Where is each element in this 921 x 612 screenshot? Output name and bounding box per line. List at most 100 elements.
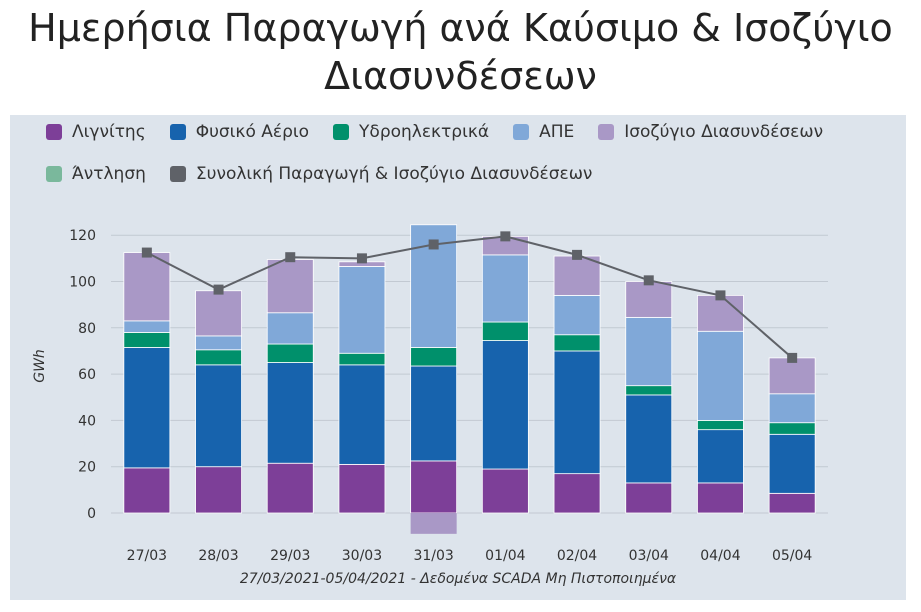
bar-4-05/04 [768, 357, 816, 395]
legend-swatch-res [513, 124, 530, 140]
total-point-28/03 [213, 284, 224, 295]
total-point-02/04 [572, 249, 583, 260]
legend-item-interconnections[interactable]: Ισοζύγιο Διασυνδέσεων [598, 122, 823, 142]
bar-2-30/03 [338, 352, 386, 366]
bar-4-28/03 [195, 290, 242, 337]
total-line [146, 235, 793, 359]
y-tick-label: 20 [78, 460, 96, 476]
total-point-04/04 [715, 290, 726, 301]
bar-2-28/03 [195, 349, 242, 366]
legend-item-hydro[interactable]: Υδροηλεκτρικά [333, 122, 489, 142]
x-tick-label: 01/04 [485, 548, 525, 564]
y-tick-label: 120 [69, 228, 96, 244]
legend-item-total-line[interactable]: Συνολική Παραγωγή & Ισοζύγιο Διασυνδέσεω… [169, 164, 593, 184]
y-axis-label: GWh [32, 349, 48, 383]
bar-negative-31/03 [410, 513, 457, 534]
total-point-31/03 [428, 239, 439, 250]
x-tick-label: 05/04 [772, 548, 812, 564]
bar-0-29/03 [266, 462, 314, 514]
bar-0-28/03 [195, 466, 242, 514]
bar-0-01/04 [481, 468, 529, 514]
bar-2-27/03 [123, 332, 171, 348]
x-tick-label: 03/04 [629, 548, 669, 564]
bar-2-29/03 [266, 343, 314, 363]
legend-item-pumping[interactable]: Άντληση [46, 164, 146, 184]
bar-0-30/03 [338, 463, 386, 514]
bar-3-29/03 [266, 312, 314, 345]
y-tick-label: 60 [78, 367, 96, 383]
x-tick-label: 27/03 [127, 548, 167, 564]
bar-0-03/04 [625, 482, 673, 514]
y-tick-label: 40 [78, 413, 96, 429]
bar-1-03/04 [625, 394, 673, 484]
bar-2-01/04 [481, 321, 529, 341]
legend-item-natural-gas[interactable]: Φυσικό Αέριο [169, 122, 310, 142]
bar-3-05/04 [768, 393, 816, 424]
legend-item-lignite[interactable]: Λιγνίτης [46, 122, 146, 142]
legend-label-interconnections: Ισοζύγιο Διασυνδέσεων [624, 122, 824, 142]
bar-4-02/04 [553, 255, 601, 296]
bar-1-02/04 [553, 350, 601, 475]
bar-1-31/03 [410, 365, 458, 462]
bar-1-27/03 [123, 347, 171, 469]
chart-subtitle: 27/03/2021-05/04/2021 - Δεδομένα SCADA Μ… [239, 571, 677, 587]
bar-4-04/04 [697, 294, 744, 332]
x-tick-label: 02/04 [557, 548, 597, 564]
bar-1-28/03 [195, 364, 242, 468]
legend-swatch-pumping [46, 166, 62, 182]
legend-label-total-line: Συνολική Παραγωγή & Ισοζύγιο Διασυνδέσεω… [195, 164, 593, 184]
bar-4-03/04 [625, 281, 673, 318]
total-point-30/03 [356, 253, 367, 264]
y-tick-label: 80 [78, 321, 96, 337]
legend-label-lignite: Λιγνίτης [72, 122, 146, 142]
legend-label-hydro: Υδροηλεκτρικά [359, 122, 490, 142]
legend-swatch-lignite [46, 124, 62, 140]
x-tick-label: 28/03 [198, 548, 238, 564]
legend-row-1: Λιγνίτης Φυσικό Αέριο Υδροηλεκτρικά ΑΠΕ … [46, 120, 847, 144]
y-tick-label: 0 [87, 506, 96, 522]
bar-2-03/04 [625, 385, 673, 396]
bar-1-29/03 [266, 362, 314, 464]
bar-2-31/03 [410, 347, 458, 367]
total-point-29/03 [285, 252, 296, 263]
bar-3-03/04 [625, 316, 673, 387]
legend-swatch-hydro [333, 124, 350, 140]
bar-0-02/04 [553, 473, 601, 514]
bar-1-04/04 [697, 429, 744, 484]
y-tick-label: 100 [69, 275, 96, 291]
x-tick-label: 30/03 [342, 548, 382, 564]
x-tick-label: 04/04 [700, 548, 740, 564]
legend-swatch-interconnections [598, 124, 615, 140]
legend-label-res: ΑΠΕ [539, 122, 575, 142]
legend-swatch-total-line [169, 166, 186, 182]
bar-2-05/04 [768, 422, 816, 435]
bar-3-28/03 [195, 335, 242, 351]
bar-2-02/04 [553, 334, 601, 352]
total-point-27/03 [141, 247, 152, 258]
bar-3-30/03 [338, 266, 386, 354]
bar-3-01/04 [481, 254, 529, 323]
bar-0-05/04 [768, 492, 816, 514]
total-point-01/04 [500, 231, 511, 242]
bar-1-30/03 [338, 364, 386, 465]
bar-3-27/03 [123, 320, 171, 333]
bar-3-04/04 [697, 330, 744, 421]
x-tick-label: 31/03 [413, 548, 453, 564]
bar-0-31/03 [410, 460, 458, 514]
bar-3-02/04 [553, 294, 601, 336]
total-point-05/04 [787, 352, 798, 363]
bar-0-27/03 [123, 467, 171, 514]
legend-item-res[interactable]: ΑΠΕ [513, 122, 574, 142]
legend-label-natural-gas: Φυσικό Αέριο [195, 122, 310, 142]
legend-swatch-natural-gas [169, 124, 186, 140]
legend-label-pumping: Άντληση [72, 164, 146, 184]
bar-0-04/04 [697, 482, 744, 514]
total-point-03/04 [643, 275, 654, 286]
bar-1-01/04 [481, 340, 529, 470]
chart-title: Ημερήσια Παραγωγή ανά Καύσιμο & Ισοζύγιο… [28, 6, 893, 98]
legend-row-2: Άντληση Συνολική Παραγωγή & Ισοζύγιο Δια… [46, 162, 616, 186]
bar-1-05/04 [768, 433, 816, 494]
bar-4-29/03 [266, 259, 314, 314]
bar-4-27/03 [123, 252, 171, 322]
